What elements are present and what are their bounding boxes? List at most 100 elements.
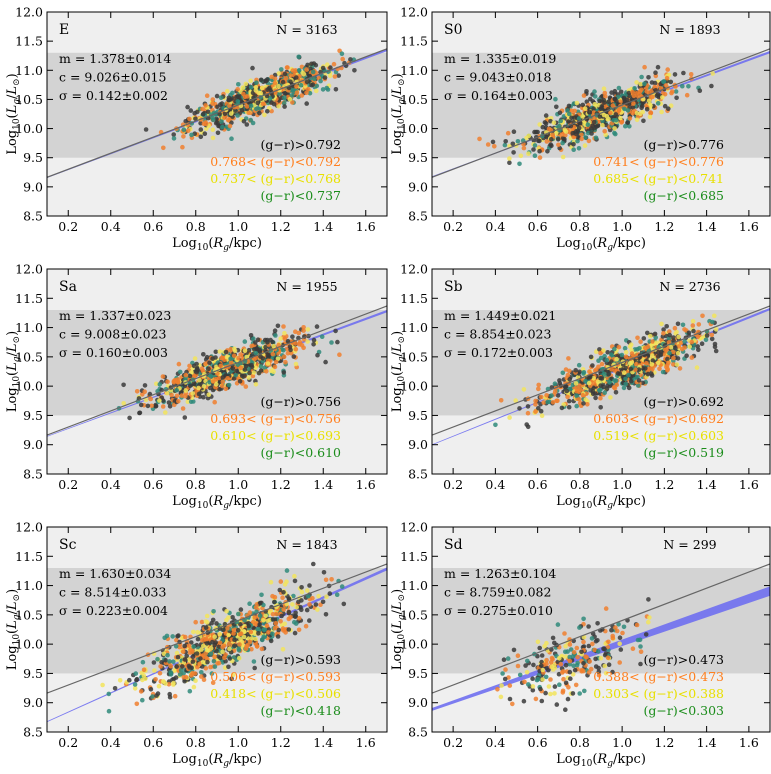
color-bin-label: 0.519< (g−r)<0.603 xyxy=(593,428,724,443)
data-point xyxy=(557,682,562,687)
data-point xyxy=(150,694,155,699)
data-point xyxy=(243,363,249,369)
data-point xyxy=(291,593,296,599)
data-point xyxy=(689,339,695,345)
data-point xyxy=(565,394,570,400)
data-point xyxy=(321,570,327,575)
data-point xyxy=(272,76,278,82)
x-tick-label: 1.2 xyxy=(271,477,291,492)
data-point xyxy=(610,669,615,675)
data-point xyxy=(612,368,617,373)
data-point xyxy=(259,646,265,652)
data-point xyxy=(675,350,681,356)
data-point xyxy=(634,117,640,123)
data-point xyxy=(530,676,535,681)
data-point xyxy=(577,691,582,696)
data-point xyxy=(270,617,276,622)
data-point xyxy=(690,323,696,328)
data-point xyxy=(197,377,202,383)
data-point xyxy=(145,403,151,409)
data-point xyxy=(242,339,248,344)
data-point xyxy=(647,102,653,107)
data-point xyxy=(586,643,592,649)
data-point xyxy=(258,364,264,369)
data-point xyxy=(548,691,553,697)
data-point xyxy=(222,115,227,120)
data-point xyxy=(543,121,549,126)
data-point xyxy=(655,101,661,106)
color-bin-label: 0.610< (g−r)<0.693 xyxy=(210,428,341,443)
data-point xyxy=(177,672,183,677)
plot-area xyxy=(47,305,387,437)
data-point xyxy=(239,373,245,379)
data-point xyxy=(562,127,567,132)
data-point xyxy=(248,78,253,84)
data-point xyxy=(192,356,198,361)
data-point xyxy=(587,369,592,374)
data-point xyxy=(304,67,309,72)
data-point xyxy=(164,390,170,396)
data-point xyxy=(524,670,530,675)
data-point xyxy=(165,379,170,385)
data-point xyxy=(560,370,566,376)
data-point xyxy=(212,654,217,660)
data-point xyxy=(270,612,276,617)
data-point xyxy=(537,155,543,160)
data-point xyxy=(239,107,245,113)
color-bin-label: (g−r)>0.792 xyxy=(261,137,341,152)
data-point xyxy=(183,119,188,124)
data-point xyxy=(323,577,329,583)
data-point xyxy=(292,578,298,584)
data-point xyxy=(674,362,680,367)
data-point xyxy=(311,561,316,567)
data-point xyxy=(656,354,661,359)
reference-line xyxy=(47,48,387,178)
data-point xyxy=(258,90,264,96)
data-point xyxy=(248,333,254,338)
data-point xyxy=(141,673,147,678)
data-point xyxy=(567,377,572,382)
data-point xyxy=(293,329,298,335)
data-point xyxy=(192,110,197,116)
data-point xyxy=(225,376,230,381)
data-point xyxy=(133,671,139,676)
data-point xyxy=(273,621,279,626)
data-point xyxy=(557,123,562,129)
data-point xyxy=(490,139,496,145)
data-point xyxy=(174,388,179,393)
data-point xyxy=(613,390,619,395)
data-point xyxy=(171,379,177,384)
data-point xyxy=(659,349,664,355)
data-point xyxy=(560,132,565,137)
data-point xyxy=(314,88,319,94)
data-point xyxy=(127,415,132,421)
data-point xyxy=(324,85,330,91)
data-point xyxy=(172,693,178,699)
data-point xyxy=(254,346,259,352)
data-point xyxy=(157,670,163,676)
data-point xyxy=(324,594,329,599)
data-point xyxy=(268,608,274,614)
data-point xyxy=(632,86,637,91)
data-point xyxy=(576,146,582,151)
data-point xyxy=(662,103,668,109)
fit-statistic: m = 1.449±0.021 xyxy=(444,308,556,323)
data-point xyxy=(210,135,216,141)
y-tick-label: 8.5 xyxy=(23,725,43,740)
data-point xyxy=(657,366,662,372)
data-point xyxy=(283,359,288,365)
data-point xyxy=(600,122,605,128)
data-point xyxy=(580,102,586,108)
data-point xyxy=(589,131,594,136)
data-point xyxy=(203,666,209,671)
data-point xyxy=(308,66,313,72)
x-tick-label: 1.2 xyxy=(271,219,291,234)
data-point xyxy=(555,137,561,142)
data-point xyxy=(582,143,588,148)
x-tick-label: 0.8 xyxy=(186,477,206,492)
data-point xyxy=(185,399,191,405)
data-point xyxy=(710,71,715,76)
data-point xyxy=(163,658,168,663)
data-point xyxy=(320,65,326,71)
data-point xyxy=(672,72,678,77)
